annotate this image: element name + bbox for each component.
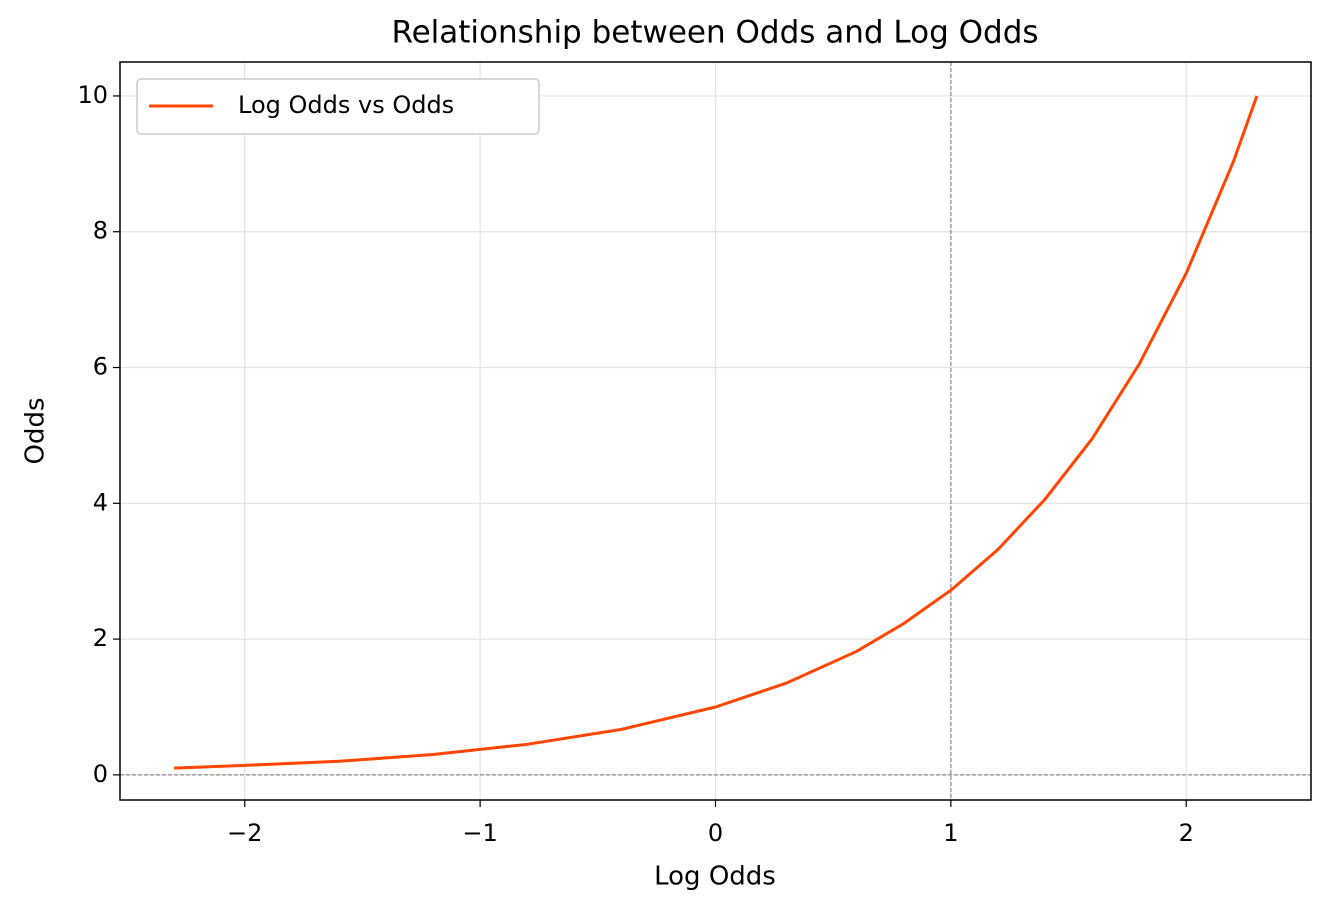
plot-frame [119, 61, 1312, 801]
y-axis-label: Odds [21, 397, 51, 464]
y-tick-label: 0 [93, 760, 108, 788]
y-tick-label: 4 [93, 488, 108, 516]
x-tick-label: 1 [943, 819, 958, 847]
chart-title: Relationship between Odds and Log Odds [391, 15, 1038, 51]
x-tick-label: −1 [462, 819, 497, 847]
legend-box [136, 78, 540, 135]
legend: Log Odds vs Odds [136, 78, 540, 135]
x-tick-label: 2 [1179, 819, 1194, 847]
y-tick-label: 8 [93, 217, 108, 245]
y-tick-label: 6 [93, 353, 108, 381]
y-tick-label: 10 [77, 81, 108, 109]
line [174, 95, 1259, 770]
x-tick-label: 0 [708, 819, 723, 847]
x-tick-label: −2 [227, 819, 262, 847]
legend-label: Log Odds vs Odds [238, 91, 454, 119]
x-axis-label: Log Odds [654, 862, 776, 892]
y-tick-label: 2 [93, 624, 108, 652]
